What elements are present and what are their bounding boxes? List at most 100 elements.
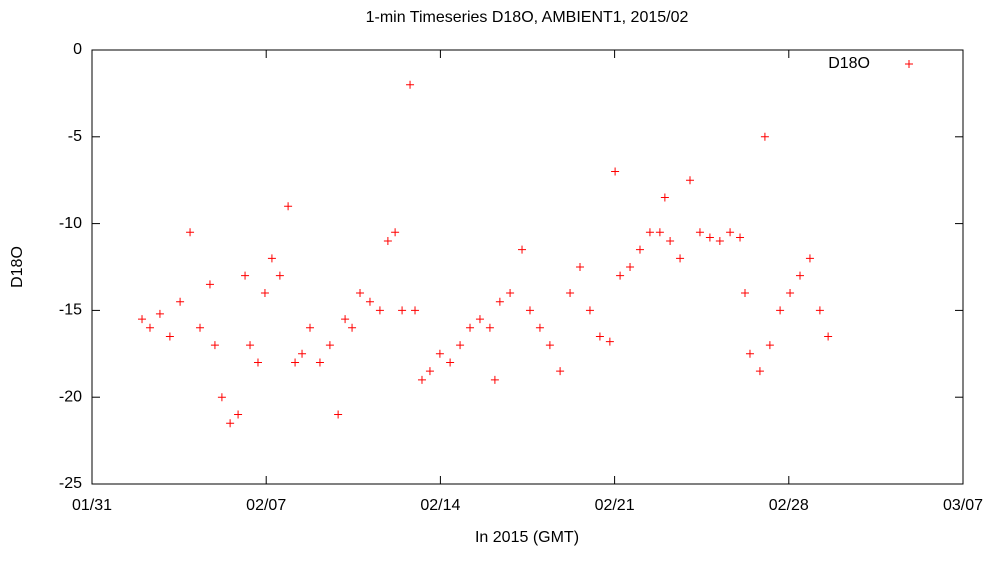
point [267, 254, 276, 263]
plot-border [91, 49, 964, 485]
point [341, 315, 350, 324]
point [776, 306, 785, 315]
point [475, 315, 484, 324]
point [726, 228, 735, 237]
point [425, 367, 434, 376]
point [736, 233, 745, 242]
point [275, 271, 284, 280]
point [566, 289, 575, 298]
point [241, 271, 250, 280]
point [411, 306, 420, 315]
point [155, 309, 164, 318]
point [635, 245, 644, 254]
x-tick-label: 02/21 [595, 497, 635, 514]
point [398, 306, 407, 315]
point [715, 236, 724, 245]
point [495, 297, 504, 306]
x-axis-label: In 2015 (GMT) [475, 529, 579, 546]
point [246, 341, 255, 350]
point [585, 306, 594, 315]
point [253, 358, 262, 367]
point [446, 358, 455, 367]
point [676, 254, 685, 263]
point [383, 236, 392, 245]
point [145, 323, 154, 332]
point [435, 349, 444, 358]
point [234, 410, 243, 419]
point [805, 254, 814, 263]
point [305, 323, 314, 332]
y-axis-label: D18O [9, 246, 26, 288]
point [485, 323, 494, 332]
point [611, 167, 620, 176]
point [226, 419, 235, 428]
point [645, 228, 654, 237]
point [417, 375, 426, 384]
point [795, 271, 804, 280]
point [655, 228, 664, 237]
point [165, 332, 174, 341]
x-tick-label: 02/14 [420, 497, 460, 514]
point [291, 358, 300, 367]
point [176, 297, 185, 306]
y-tick-label: -5 [68, 128, 82, 145]
x-tick-label: 02/28 [769, 497, 809, 514]
point [535, 323, 544, 332]
point [391, 228, 400, 237]
y-tick-label: -15 [59, 302, 82, 319]
point [356, 289, 365, 298]
point [686, 176, 695, 185]
point [705, 233, 714, 242]
point [626, 263, 635, 271]
point [186, 228, 195, 237]
x-tick-label: 01/31 [72, 497, 112, 514]
point [595, 332, 604, 341]
y-tick-label: -20 [59, 388, 82, 405]
point [695, 228, 704, 237]
point [660, 193, 669, 202]
point [456, 341, 465, 350]
x-tick-label: 03/07 [943, 497, 983, 514]
point [375, 306, 384, 315]
point [284, 202, 293, 211]
point [605, 337, 614, 346]
point [576, 263, 585, 271]
point [760, 132, 769, 141]
y-tick-label: -25 [59, 475, 82, 492]
point [466, 323, 475, 332]
point [545, 341, 554, 350]
point [365, 297, 374, 306]
point [490, 375, 499, 384]
point [556, 367, 565, 376]
point [217, 393, 226, 402]
chart-title: 1-min Timeseries D18O, AMBIENT1, 2015/02 [366, 9, 689, 26]
point [205, 280, 214, 289]
point [196, 323, 205, 332]
point [765, 341, 774, 350]
point [525, 306, 534, 315]
point [348, 323, 357, 332]
point [406, 80, 415, 89]
point [755, 367, 764, 376]
point [518, 245, 527, 254]
point [506, 289, 515, 298]
point [741, 289, 750, 298]
x-tick-label: 02/07 [246, 497, 286, 514]
point [824, 332, 833, 341]
point [786, 289, 795, 298]
point [298, 349, 307, 358]
point [745, 349, 754, 358]
point [325, 341, 334, 350]
y-tick-label: -10 [59, 215, 82, 232]
point [315, 358, 324, 367]
legend-label: D18O [828, 55, 870, 72]
y-tick-label: 0 [73, 41, 82, 58]
legend-marker [905, 60, 913, 68]
point [334, 410, 343, 419]
point [210, 341, 219, 350]
point [138, 315, 147, 324]
point [666, 236, 675, 245]
point [260, 289, 269, 298]
point [616, 271, 625, 280]
